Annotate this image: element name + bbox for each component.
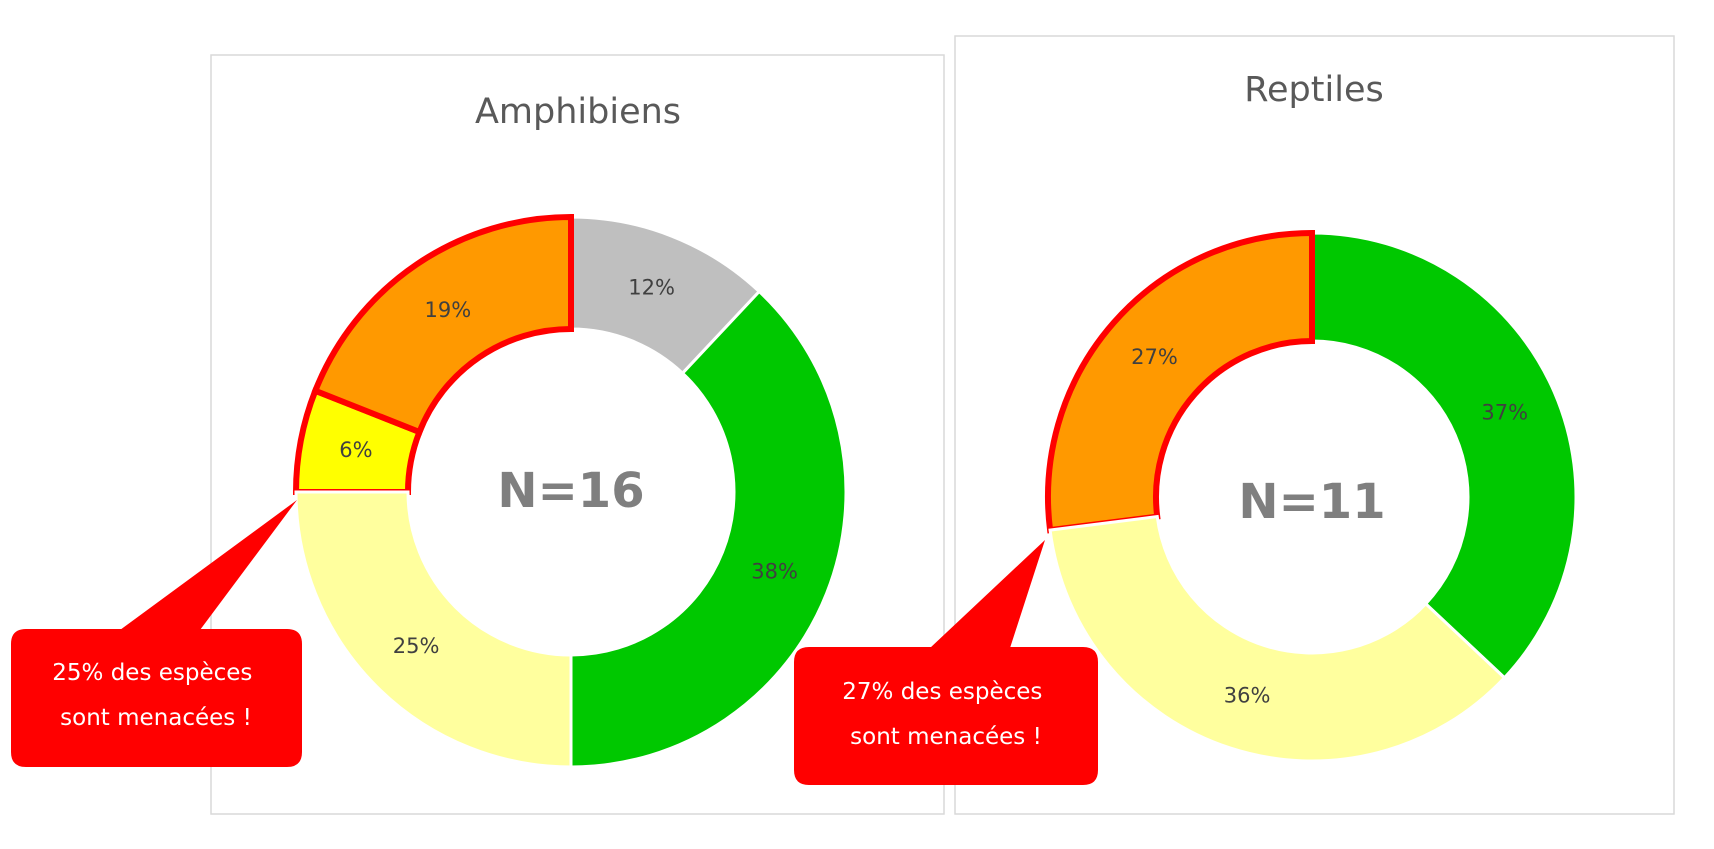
callout-line: sont menacées ! bbox=[60, 705, 252, 731]
chart-title: Reptiles bbox=[1244, 70, 1383, 110]
center-label: N=16 bbox=[497, 463, 644, 519]
donut: 37% 36% 27% bbox=[1045, 229, 1578, 763]
slice bbox=[294, 490, 573, 769]
value-label: 19% bbox=[425, 298, 472, 322]
donut: 12% 38% 25% 6% 19% bbox=[292, 213, 848, 769]
slice bbox=[1048, 514, 1507, 763]
callout-line: 25% des espèces bbox=[52, 660, 252, 686]
value-label: 27% bbox=[1131, 345, 1178, 369]
callout-box bbox=[794, 540, 1098, 785]
chart-title: Amphibiens bbox=[475, 92, 681, 132]
callout-line: sont menacées ! bbox=[850, 724, 1042, 750]
slice bbox=[1310, 231, 1578, 680]
value-label: 37% bbox=[1481, 401, 1528, 425]
value-label: 38% bbox=[751, 560, 798, 584]
callout-text: 25% des espèces sont menacées ! bbox=[52, 660, 259, 731]
value-label: 6% bbox=[339, 438, 372, 462]
center-label: N=11 bbox=[1238, 474, 1385, 530]
slice bbox=[311, 213, 574, 436]
slice bbox=[1045, 229, 1315, 534]
callout-box bbox=[11, 500, 302, 767]
callout-line: 27% des espèces bbox=[842, 679, 1042, 705]
callout: 25% des espèces sont menacées ! bbox=[11, 500, 302, 767]
value-label: 25% bbox=[393, 634, 440, 658]
slice bbox=[569, 289, 848, 769]
callout: 27% des espèces sont menacées ! bbox=[794, 540, 1098, 785]
callout-text: 27% des espèces sont menacées ! bbox=[842, 679, 1049, 750]
value-label: 36% bbox=[1224, 684, 1271, 708]
value-label: 12% bbox=[628, 275, 675, 299]
